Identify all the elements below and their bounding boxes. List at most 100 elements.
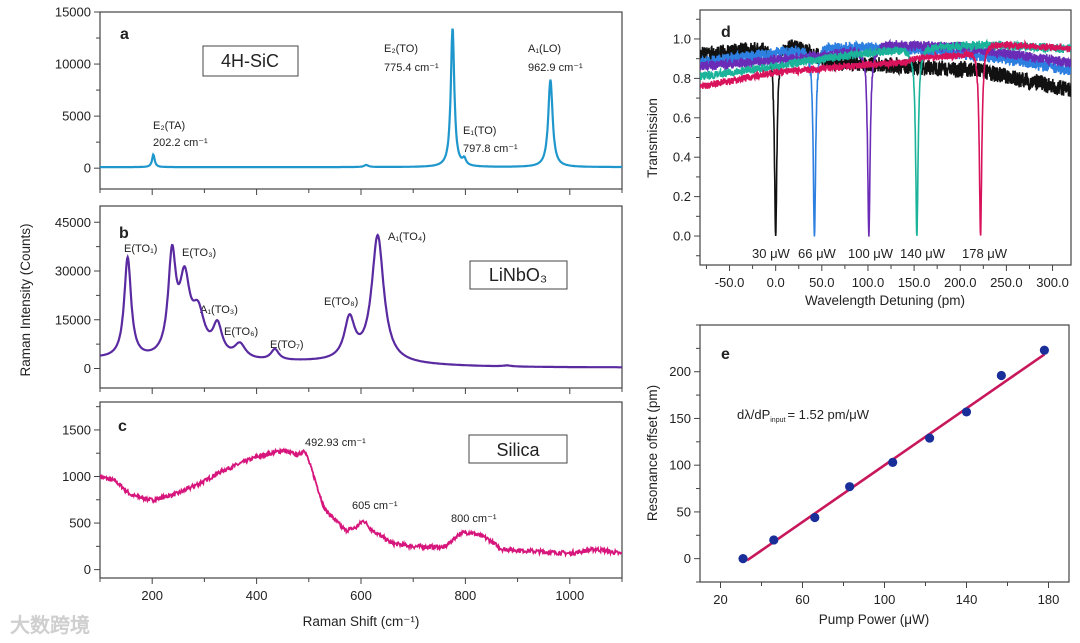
y-tick-label: 0.2: [673, 189, 691, 204]
x-axis-label-pump-power: Pump Power (μW): [819, 612, 930, 627]
y-tick-label: 100: [669, 458, 691, 473]
y-tick-label: 1500: [62, 422, 91, 437]
data-point: [845, 482, 855, 492]
peak-shift-label: 202.2 cm⁻¹: [153, 137, 208, 149]
spectrum-line-a: [100, 28, 622, 169]
data-point: [961, 407, 972, 417]
data-point: [996, 370, 1006, 381]
y-tick-label: 0.6: [673, 110, 691, 125]
data-point: [888, 457, 898, 467]
x-tick-label: 200.0: [944, 275, 977, 290]
sample-box-linbo3: [469, 260, 568, 290]
peak-mode-label: E(TO₃): [182, 247, 216, 259]
x-tick-label: 400: [246, 588, 268, 603]
y-tick-label: 200: [669, 364, 691, 379]
sample-label-silica: Silica: [496, 440, 540, 460]
x-axis-label-detuning: Wavelength Detuning (pm): [805, 293, 965, 308]
y-tick-label: 0.0: [673, 229, 691, 244]
x-tick-label: -50.0: [715, 275, 745, 290]
peak-mode-label: E₁(TO): [463, 125, 496, 137]
y-tick-label: 0.4: [673, 150, 691, 165]
x-tick-label: 150.0: [898, 275, 931, 290]
x-tick-label: 0.0: [767, 275, 785, 290]
peak-shift-label: 800 cm⁻¹: [451, 513, 497, 525]
sample-box-silica: [468, 434, 568, 464]
legend-140uw: 140 μW: [900, 246, 946, 261]
panel-c-label: c: [118, 418, 127, 435]
x-tick-label: 50.0: [809, 275, 834, 290]
peak-mode-label: A₁(TO₄): [388, 231, 426, 243]
peak-mode-label: E₂(TA): [153, 120, 185, 132]
x-axis-label-raman-shift: Raman Shift (cm⁻¹): [303, 614, 420, 629]
peak-mode-label: E(TO₇): [270, 339, 304, 351]
peak-shift-label: 775.4 cm⁻¹: [384, 62, 439, 74]
sample-label-linbo3: LiNbO₃: [489, 265, 547, 285]
y-tick-label: 0: [684, 551, 691, 566]
x-tick-label: 250.0: [990, 275, 1023, 290]
y-tick-label: 0: [84, 161, 91, 176]
legend-30uw: 30 μW: [752, 246, 791, 261]
x-tick-label: 300.0: [1036, 275, 1069, 290]
panel-a-label: a: [120, 26, 129, 43]
x-tick-label: 1000: [555, 588, 584, 603]
peak-shift-label: 492.93 cm⁻¹: [305, 437, 366, 449]
y-tick-label: 50: [677, 504, 691, 519]
peak-mode-label: A₁(TO₃): [200, 304, 238, 316]
panel-a-frame: [99, 11, 623, 190]
y-axis-label-raman-intensity: Raman Intensity (Counts): [18, 223, 33, 376]
peak-mode-label: E₂(TO): [384, 43, 418, 55]
data-point: [1039, 345, 1049, 355]
data-point: [925, 433, 935, 443]
y-tick-label: 150: [669, 411, 691, 426]
peak-shift-label: 797.8 cm⁻¹: [463, 143, 518, 155]
x-tick-label: 60: [795, 592, 809, 607]
y-tick-label: 0.8: [673, 71, 691, 86]
data-point: [738, 554, 748, 564]
y-tick-label: 15000: [55, 312, 91, 327]
watermark: 大数跨境: [10, 613, 90, 637]
sample-box-sic: [202, 45, 299, 77]
panel-d-label: d: [721, 24, 731, 41]
y-tick-label: 500: [69, 516, 91, 531]
panel-a-sic-raman: a 4H-SiC E₂(TA) 202.2 cm⁻¹ E₂(TO) 775.4 …: [55, 5, 623, 195]
x-tick-label: 100: [874, 592, 896, 607]
x-tick-label: 600: [350, 588, 372, 603]
peak-mode-label: E(TO₆): [224, 326, 258, 338]
panel-d-transmission: d Wavelength Detuning (pm) Transmission …: [645, 9, 1072, 308]
peak-mode-label: A₁(LO): [528, 43, 561, 55]
y-tick-label: 45000: [55, 215, 91, 230]
transmission-series-178W: [700, 39, 1071, 236]
panel-b-linbo3-raman: b LiNbO₃ E(TO₁) E(TO₃) A₁(TO₃) E(TO₆) E(…: [55, 205, 623, 394]
y-tick-label: 30000: [55, 264, 91, 279]
panel-e-frame: [699, 324, 1070, 583]
panel-e-resonance-offset: e dλ/dPinput = 1.52 pm/μW Pump Power (μW)…: [645, 324, 1070, 627]
panel-e-label: e: [721, 346, 730, 363]
x-tick-label: 200: [141, 588, 163, 603]
legend-66uw: 66 μW: [798, 246, 837, 261]
transmission-series-30W: [700, 39, 1071, 236]
y-axis-label-transmission: Transmission: [645, 98, 660, 178]
spectrum-line-c: [100, 447, 622, 558]
spectrum-line-b: [100, 233, 622, 369]
data-point: [810, 512, 820, 523]
peak-shift-label: 605 cm⁻¹: [352, 500, 398, 512]
sample-label-sic: 4H-SiC: [221, 51, 279, 71]
panel-b-label: b: [119, 225, 129, 242]
panel-b-frame: [99, 205, 623, 389]
x-tick-label: 140: [956, 592, 978, 607]
x-tick-label: 100.0: [852, 275, 885, 290]
data-point: [769, 535, 779, 545]
peak-shift-label: 962.9 cm⁻¹: [528, 62, 583, 74]
peak-mode-label: E(TO₈): [324, 296, 358, 308]
y-tick-label: 0: [84, 361, 91, 376]
x-tick-label: 800: [455, 588, 477, 603]
legend-100uw: 100 μW: [848, 246, 894, 261]
legend-178uw: 178 μW: [962, 246, 1008, 261]
x-tick-label: 180: [1038, 592, 1060, 607]
y-tick-label: 5000: [62, 109, 91, 124]
y-axis-label-resonance-offset: Resonance offset (pm): [645, 385, 660, 521]
y-tick-label: 1000: [62, 469, 91, 484]
y-tick-label: 15000: [55, 5, 91, 20]
slope-annotation: dλ/dPinput = 1.52 pm/μW: [737, 407, 870, 424]
